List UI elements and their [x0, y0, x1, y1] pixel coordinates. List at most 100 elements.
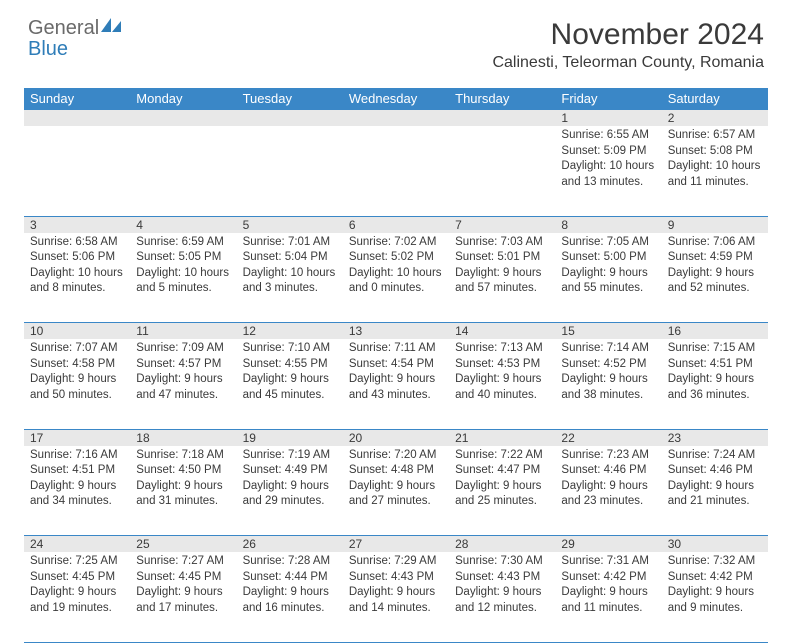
sunset-text: Sunset: 4:57 PM — [136, 357, 230, 373]
weekday-header-row: Sunday Monday Tuesday Wednesday Thursday… — [24, 88, 768, 110]
daylight-text: Daylight: 9 hours and 50 minutes. — [30, 372, 124, 403]
daylight-text: Daylight: 9 hours and 47 minutes. — [136, 372, 230, 403]
day-number — [449, 110, 555, 127]
sunrise-text: Sunrise: 7:06 AM — [668, 235, 762, 251]
location: Calinesti, Teleorman County, Romania — [492, 54, 764, 72]
logo: General Blue — [28, 18, 123, 60]
day-number: 1 — [555, 110, 661, 127]
daylight-text: Daylight: 9 hours and 16 minutes. — [243, 585, 337, 616]
day-number: 16 — [662, 323, 768, 340]
logo-text: General Blue — [28, 18, 123, 60]
daylight-text: Daylight: 9 hours and 31 minutes. — [136, 479, 230, 510]
sunrise-text: Sunrise: 7:19 AM — [243, 448, 337, 464]
day-cell: Sunrise: 7:01 AMSunset: 5:04 PMDaylight:… — [237, 233, 343, 323]
day-cell: Sunrise: 7:10 AMSunset: 4:55 PMDaylight:… — [237, 339, 343, 429]
sunset-text: Sunset: 4:55 PM — [243, 357, 337, 373]
day-number: 30 — [662, 536, 768, 553]
day-number: 6 — [343, 216, 449, 233]
day-cell: Sunrise: 7:09 AMSunset: 4:57 PMDaylight:… — [130, 339, 236, 429]
daynum-row: 10111213141516 — [24, 323, 768, 340]
sunrise-text: Sunrise: 7:18 AM — [136, 448, 230, 464]
daylight-text: Daylight: 9 hours and 19 minutes. — [30, 585, 124, 616]
sunrise-text: Sunrise: 6:57 AM — [668, 128, 762, 144]
day-cell: Sunrise: 7:07 AMSunset: 4:58 PMDaylight:… — [24, 339, 130, 429]
sunset-text: Sunset: 5:04 PM — [243, 250, 337, 266]
day-cell — [130, 126, 236, 216]
sunset-text: Sunset: 4:50 PM — [136, 463, 230, 479]
sunrise-text: Sunrise: 7:22 AM — [455, 448, 549, 464]
weekday-header: Thursday — [449, 88, 555, 110]
sunrise-text: Sunrise: 7:30 AM — [455, 554, 549, 570]
day-cell: Sunrise: 7:32 AMSunset: 4:42 PMDaylight:… — [662, 552, 768, 642]
day-number: 28 — [449, 536, 555, 553]
sunrise-text: Sunrise: 7:07 AM — [30, 341, 124, 357]
sunrise-text: Sunrise: 7:23 AM — [561, 448, 655, 464]
sunrise-text: Sunrise: 7:09 AM — [136, 341, 230, 357]
daylight-text: Daylight: 10 hours and 0 minutes. — [349, 266, 443, 297]
day-body-row: Sunrise: 6:55 AMSunset: 5:09 PMDaylight:… — [24, 126, 768, 216]
day-cell: Sunrise: 6:59 AMSunset: 5:05 PMDaylight:… — [130, 233, 236, 323]
day-number: 27 — [343, 536, 449, 553]
day-number: 3 — [24, 216, 130, 233]
day-number: 21 — [449, 429, 555, 446]
day-body-row: Sunrise: 7:25 AMSunset: 4:45 PMDaylight:… — [24, 552, 768, 642]
day-number: 9 — [662, 216, 768, 233]
sunset-text: Sunset: 4:45 PM — [136, 570, 230, 586]
sunrise-text: Sunrise: 7:03 AM — [455, 235, 549, 251]
day-number: 13 — [343, 323, 449, 340]
daylight-text: Daylight: 9 hours and 45 minutes. — [243, 372, 337, 403]
day-number: 8 — [555, 216, 661, 233]
daylight-text: Daylight: 9 hours and 23 minutes. — [561, 479, 655, 510]
daylight-text: Daylight: 9 hours and 34 minutes. — [30, 479, 124, 510]
day-cell — [24, 126, 130, 216]
weekday-header: Monday — [130, 88, 236, 110]
month-title: November 2024 — [492, 18, 764, 52]
sunset-text: Sunset: 4:49 PM — [243, 463, 337, 479]
day-cell: Sunrise: 7:20 AMSunset: 4:48 PMDaylight:… — [343, 446, 449, 536]
day-number: 4 — [130, 216, 236, 233]
logo-text-general: General — [28, 17, 99, 39]
day-body-row: Sunrise: 7:16 AMSunset: 4:51 PMDaylight:… — [24, 446, 768, 536]
day-cell: Sunrise: 6:58 AMSunset: 5:06 PMDaylight:… — [24, 233, 130, 323]
logo-sail-icon — [101, 21, 123, 38]
day-cell — [237, 126, 343, 216]
day-cell: Sunrise: 7:22 AMSunset: 4:47 PMDaylight:… — [449, 446, 555, 536]
day-cell: Sunrise: 7:27 AMSunset: 4:45 PMDaylight:… — [130, 552, 236, 642]
day-cell: Sunrise: 7:18 AMSunset: 4:50 PMDaylight:… — [130, 446, 236, 536]
sunset-text: Sunset: 4:46 PM — [668, 463, 762, 479]
sunrise-text: Sunrise: 7:16 AM — [30, 448, 124, 464]
sunrise-text: Sunrise: 6:55 AM — [561, 128, 655, 144]
day-number: 25 — [130, 536, 236, 553]
sunset-text: Sunset: 5:06 PM — [30, 250, 124, 266]
sunset-text: Sunset: 4:48 PM — [349, 463, 443, 479]
sunset-text: Sunset: 4:42 PM — [561, 570, 655, 586]
sunset-text: Sunset: 4:52 PM — [561, 357, 655, 373]
day-cell: Sunrise: 7:06 AMSunset: 4:59 PMDaylight:… — [662, 233, 768, 323]
day-number: 17 — [24, 429, 130, 446]
daylight-text: Daylight: 10 hours and 11 minutes. — [668, 159, 762, 190]
day-number: 15 — [555, 323, 661, 340]
daylight-text: Daylight: 9 hours and 52 minutes. — [668, 266, 762, 297]
day-number: 12 — [237, 323, 343, 340]
sunrise-text: Sunrise: 6:58 AM — [30, 235, 124, 251]
calendar-table: Sunday Monday Tuesday Wednesday Thursday… — [24, 88, 768, 643]
day-cell: Sunrise: 7:19 AMSunset: 4:49 PMDaylight:… — [237, 446, 343, 536]
daylight-text: Daylight: 10 hours and 13 minutes. — [561, 159, 655, 190]
sunrise-text: Sunrise: 7:11 AM — [349, 341, 443, 357]
sunset-text: Sunset: 5:05 PM — [136, 250, 230, 266]
day-cell: Sunrise: 6:57 AMSunset: 5:08 PMDaylight:… — [662, 126, 768, 216]
sunset-text: Sunset: 5:01 PM — [455, 250, 549, 266]
sunset-text: Sunset: 5:08 PM — [668, 144, 762, 160]
daylight-text: Daylight: 9 hours and 17 minutes. — [136, 585, 230, 616]
daylight-text: Daylight: 9 hours and 57 minutes. — [455, 266, 549, 297]
daynum-row: 17181920212223 — [24, 429, 768, 446]
sunrise-text: Sunrise: 7:27 AM — [136, 554, 230, 570]
day-number: 23 — [662, 429, 768, 446]
day-number — [24, 110, 130, 127]
daylight-text: Daylight: 9 hours and 21 minutes. — [668, 479, 762, 510]
day-cell: Sunrise: 7:25 AMSunset: 4:45 PMDaylight:… — [24, 552, 130, 642]
sunrise-text: Sunrise: 7:14 AM — [561, 341, 655, 357]
weekday-header: Wednesday — [343, 88, 449, 110]
day-body-row: Sunrise: 7:07 AMSunset: 4:58 PMDaylight:… — [24, 339, 768, 429]
day-cell: Sunrise: 7:03 AMSunset: 5:01 PMDaylight:… — [449, 233, 555, 323]
